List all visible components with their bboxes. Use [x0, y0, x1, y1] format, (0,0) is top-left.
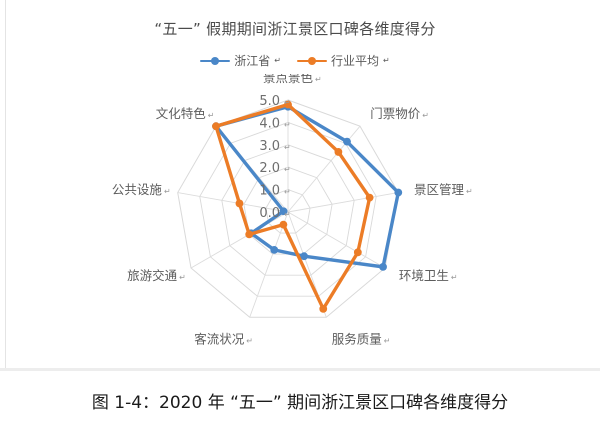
data-point — [284, 100, 292, 109]
grid-ring — [199, 121, 377, 297]
radial-tick-label: 0.0 — [259, 206, 280, 221]
grid-spoke — [177, 192, 289, 213]
grid-spoke — [190, 211, 289, 269]
legend-cr-mark-zhejiang: ↵ — [274, 56, 281, 65]
axis-label-text: 旅游交通 — [127, 268, 178, 283]
axis-label-环境卫生: 环境卫生 ↵ — [399, 268, 458, 283]
axis-label-门票物价: 门票物价 ↵ — [370, 106, 429, 121]
data-point — [300, 252, 308, 261]
axis-label-text: 门票物价 — [370, 106, 421, 121]
radial-tick-label: 3.0 — [259, 139, 280, 154]
chart-title: “五一” 假期期间浙江景区口碑各维度得分 — [154, 20, 436, 38]
data-point — [279, 207, 288, 216]
axis-label-text: 环境卫生 — [399, 268, 449, 283]
axis-label-text: 公共设施 — [112, 182, 163, 197]
radial-tick-cr-mark: ↵ — [284, 143, 291, 152]
axis-label-cr-mark: ↵ — [246, 336, 253, 345]
data-point — [235, 199, 244, 208]
radial-tick-label: 4.0 — [259, 116, 280, 131]
axis-label-旅游交通: 旅游交通 ↵ — [127, 268, 186, 283]
grid-spoke — [249, 211, 289, 318]
radial-tick-cr-mark: ↵ — [284, 120, 291, 129]
radial-tick-cr-mark: ↵ — [284, 210, 291, 219]
data-point — [353, 248, 362, 257]
legend-swatch-zhejiang — [200, 55, 231, 67]
axis-label-cr-mark: ↵ — [451, 273, 458, 282]
grid-ring — [177, 99, 399, 318]
axis-label-cr-mark: ↵ — [179, 273, 186, 282]
axis-label-cr-mark: ↵ — [422, 111, 429, 120]
data-point — [379, 262, 387, 271]
radial-tick-label: 2.0 — [259, 161, 280, 176]
card-bottom-border — [0, 368, 600, 371]
axis-label-cr-mark: ↵ — [466, 187, 473, 196]
radial-tick-cr-mark: ↵ — [284, 188, 291, 197]
radial-tick-cr-mark: ↵ — [284, 98, 291, 107]
axis-label-text: 服务质量 — [332, 331, 382, 346]
axis-label-text: 景点景色 — [263, 74, 314, 85]
data-point — [394, 188, 403, 197]
radar-chart-svg: 0.0 ↵1.0 ↵2.0 ↵3.0 ↵4.0 ↵5.0 ↵ 景点景色 ↵门票物价 ↵景区管理 ↵… — [112, 74, 473, 346]
legend-item-zhejiang[interactable]: 浙江省 ↵ — [200, 52, 281, 69]
series-line-industry-average — [214, 102, 372, 311]
data-point — [365, 193, 374, 202]
data-point — [319, 304, 328, 313]
axis-label-客流状况: 客流状况 ↵ — [194, 331, 253, 346]
radar-series — [212, 100, 403, 313]
data-point — [212, 122, 220, 131]
axis-label-cr-mark: ↵ — [315, 75, 322, 84]
axis-label-景区管理: 景区管理 ↵ — [414, 182, 473, 197]
legend-label-industry-average: 行业平均 — [331, 54, 380, 68]
data-point — [279, 220, 288, 229]
radar-axis-labels: 景点景色 ↵门票物价 ↵景区管理 ↵环境卫生 ↵服务质量 ↵客流状况 ↵旅游交通 ↵公共设施 ↵… — [112, 74, 473, 346]
data-point — [334, 148, 343, 156]
grid-spoke — [287, 211, 386, 269]
axis-label-服务质量: 服务质量 ↵ — [332, 331, 391, 346]
series-line-zhejiang — [214, 105, 400, 269]
radial-tick-label: 1.0 — [259, 184, 280, 199]
axis-label-cr-mark: ↵ — [208, 111, 215, 120]
legend-item-industry-average[interactable]: 行业平均 ↵ — [297, 52, 390, 69]
axis-label-cr-mark: ↵ — [164, 187, 171, 196]
axis-label-text: 客流状况 — [194, 331, 245, 346]
radar-plot-area: 0.0 ↵ 1.0 ↵ 2.0 ↵ 3.0 ↵ 4.0 ↵ 5.0 ↵ 景点景色 ↵ 门票物价 ↵ 景区管理 ↵… — [0, 74, 590, 360]
axis-label-公共设施: 公共设施 ↵ — [112, 182, 171, 197]
legend-swatch-industry-average — [297, 55, 327, 67]
data-point — [245, 230, 254, 239]
figure-caption: 图 1-4：2020 年 “五一” 期间浙江景区口碑各维度得分 — [91, 393, 509, 413]
axis-label-cr-mark: ↵ — [384, 336, 391, 345]
radial-tick-label: 5.0 — [259, 94, 280, 109]
chart-legend: 浙江省 ↵ 行业平均 ↵ — [0, 52, 590, 69]
axis-label-文化特色: 文化特色 ↵ — [156, 106, 215, 121]
axis-label-text: 文化特色 — [156, 106, 207, 121]
legend-label-zhejiang: 浙江省 — [234, 54, 271, 68]
radar-tick-labels: 0.0 ↵ 1.0 ↵ 2.0 ↵ 3.0 ↵ 4.0 ↵ 5.0 ↵ — [259, 94, 290, 221]
data-point — [343, 137, 351, 146]
axis-label-景点景色: 景点景色 ↵ — [263, 74, 322, 85]
card-left-border — [5, 0, 6, 368]
grid-spoke — [287, 192, 399, 213]
axis-label-text: 景区管理 — [414, 182, 465, 197]
legend-cr-mark-industry-average: ↵ — [383, 56, 390, 65]
data-point — [270, 245, 279, 254]
radial-tick-cr-mark: ↵ — [284, 165, 291, 174]
